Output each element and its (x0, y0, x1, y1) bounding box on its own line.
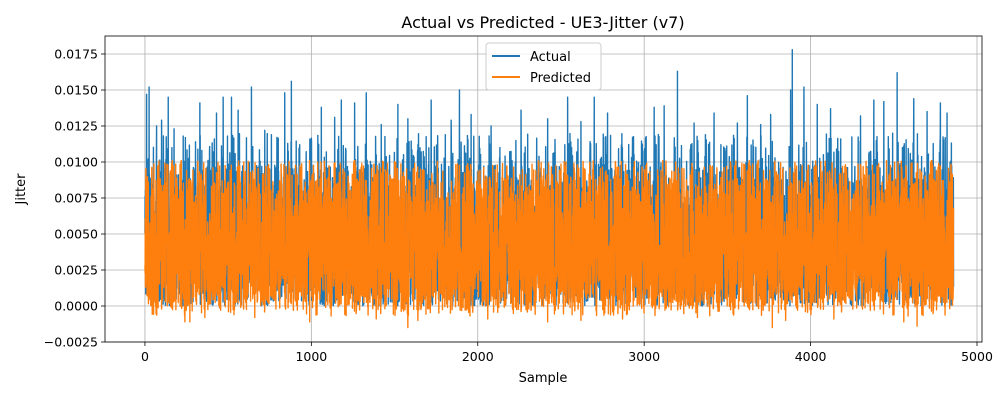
legend-label-predicted: Predicted (530, 71, 591, 86)
x-axis-label: Sample (519, 371, 568, 386)
axis-layer: 0 1000 2000 3000 4000 5000 −0.0025 0.0000 0.0025… (44, 47, 993, 365)
x-tick-label: 4000 (795, 349, 827, 364)
x-tick-label: 5000 (961, 349, 993, 364)
y-tick-label: 0.0150 (54, 83, 98, 98)
legend-frame (485, 42, 602, 91)
y-tick-label: 0.0125 (54, 119, 98, 134)
y-tick-label: 0.0050 (54, 227, 98, 242)
y-tick-label: 0.0100 (54, 155, 98, 170)
x-tick-label: 0 (141, 349, 149, 364)
y-tick-label: 0.0025 (54, 263, 98, 278)
x-tick-label: 2000 (462, 349, 494, 364)
legend: Actual Predicted (485, 42, 602, 91)
plot-area-frame (104, 35, 983, 343)
series-line-predicted (144, 159, 955, 329)
y-tick-label: −0.0025 (44, 335, 98, 350)
series-layer (144, 48, 955, 329)
x-tick-label: 1000 (295, 349, 327, 364)
y-tick-label: 0.0175 (54, 47, 98, 62)
legend-label-actual: Actual (530, 50, 571, 65)
y-tick-label: 0.0000 (54, 299, 98, 314)
y-axis-label: Jitter (14, 173, 29, 206)
y-tick-label: 0.0075 (54, 191, 98, 206)
chart-title: Actual vs Predicted - UE3-Jitter (v7) (401, 13, 684, 32)
x-tick-label: 3000 (628, 349, 660, 364)
